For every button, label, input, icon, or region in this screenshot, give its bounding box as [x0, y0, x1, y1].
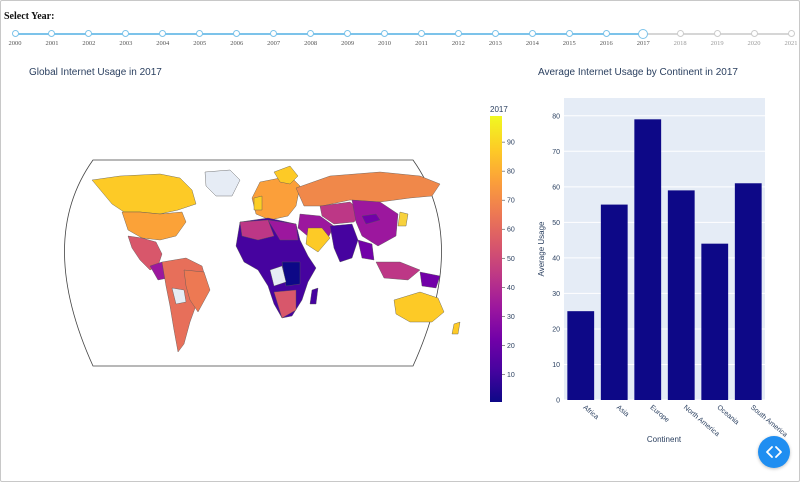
map-title: Global Internet Usage in 2017 [29, 67, 162, 78]
map-region-russia [295, 171, 441, 207]
slider-tick-2015[interactable] [565, 30, 573, 37]
slider-tick-2019[interactable] [713, 30, 721, 37]
bar-x-tick-label: Europe [648, 404, 670, 424]
slider-tick-2007[interactable] [270, 30, 278, 37]
slider-rail-active[interactable] [15, 33, 644, 35]
map-region-north-america [91, 169, 241, 281]
code-brackets-icon [766, 446, 782, 458]
slider-year-label[interactable]: 2008 [304, 40, 318, 47]
map-region-asia [297, 199, 441, 289]
bar-x-axis-title: Continent [647, 435, 682, 444]
bar-y-tick-label: 80 [552, 113, 560, 120]
bar-north-america[interactable] [667, 190, 695, 400]
slider-tick-2014[interactable] [528, 30, 536, 37]
slider-tick-2011[interactable] [417, 30, 425, 37]
slider-year-label[interactable]: 2011 [415, 40, 428, 47]
bar-y-tick-label: 30 [552, 291, 560, 298]
bar-y-tick-label: 10 [552, 362, 560, 369]
map-region-oceania [393, 291, 461, 335]
slider-year-label[interactable]: 2005 [193, 40, 207, 47]
slider-year-label[interactable]: 2003 [119, 40, 133, 47]
map-region-south-america [161, 257, 211, 353]
bar-plot-background [564, 98, 765, 400]
bar-x-tick-label: Asia [615, 404, 630, 418]
slider-year-label[interactable]: 2000 [8, 40, 22, 47]
slider-year-label[interactable]: 2012 [451, 40, 465, 47]
slider-year-label[interactable]: 2021 [784, 40, 798, 47]
slider-tick-2021[interactable] [787, 30, 795, 37]
slider-tick-2000[interactable] [11, 30, 19, 37]
slider-year-label[interactable]: 2018 [673, 40, 687, 47]
slider-tick-2002[interactable] [85, 30, 93, 37]
slider-tick-2013[interactable] [491, 30, 499, 37]
bar-africa[interactable] [567, 311, 595, 400]
slider-year-label[interactable]: 2015 [562, 40, 576, 47]
slider-year-label[interactable]: 2006 [230, 40, 244, 47]
slider-year-label[interactable]: 2001 [45, 40, 59, 47]
bar-y-tick-label: 20 [552, 326, 560, 333]
map-region-europe [251, 165, 301, 221]
slider-tick-2020[interactable] [750, 30, 758, 37]
bar-y-tick-label: 40 [552, 255, 560, 262]
map-region-africa [235, 217, 319, 319]
slider-year-label[interactable]: 2010 [378, 40, 392, 47]
bar-south-america[interactable] [734, 183, 762, 400]
bar-y-axis-title: Average Usage [537, 221, 546, 277]
bar-y-tick-label: 70 [552, 149, 560, 156]
slider-year-label[interactable]: 2007 [267, 40, 281, 47]
bar-x-tick-label: Oceania [715, 404, 740, 426]
slider-year-label[interactable]: 2014 [525, 40, 539, 47]
slider-tick-2012[interactable] [454, 30, 462, 37]
bar-x-tick-label: North America [682, 404, 721, 438]
slider-year-label[interactable]: 2004 [156, 40, 170, 47]
bar-y-tick-label: 50 [552, 220, 560, 227]
slider-handle[interactable] [638, 29, 649, 39]
slider-year-label[interactable]: 2017 [636, 40, 650, 47]
slider-tick-2010[interactable] [381, 30, 389, 37]
slider-tick-2003[interactable] [122, 30, 130, 37]
slider-year-label[interactable]: 2009 [341, 40, 355, 47]
slider-tick-2001[interactable] [48, 30, 56, 37]
bar-oceania[interactable] [701, 243, 729, 400]
slider-tick-2004[interactable] [159, 30, 167, 37]
bar-y-tick-label: 0 [556, 398, 560, 405]
slider-tick-2008[interactable] [307, 30, 315, 37]
slider-tick-2018[interactable] [676, 30, 684, 37]
slider-tick-2005[interactable] [196, 30, 204, 37]
year-slider[interactable]: 2000 2001 2002 2003 2004 2005 2006 2007 2008 2009… [0, 24, 800, 54]
bar-asia[interactable] [600, 204, 628, 400]
slider-year-label[interactable]: 2013 [488, 40, 502, 47]
bar-x-tick-label: Africa [581, 404, 599, 421]
slider-year-label[interactable]: 2019 [710, 40, 724, 47]
slider-tick-2006[interactable] [233, 30, 241, 37]
bar-europe[interactable] [634, 119, 662, 400]
bar-y-tick-label: 60 [552, 184, 560, 191]
code-toggle-button[interactable] [758, 436, 790, 468]
slider-tick-2016[interactable] [602, 30, 610, 37]
slider-tick-2009[interactable] [344, 30, 352, 37]
slider-year-label[interactable]: 2016 [599, 40, 613, 47]
bar-x-tick-label: South America [749, 404, 788, 439]
bar-chart-title: Average Internet Usage by Continent in 2… [538, 67, 738, 78]
slider-year-label[interactable]: 2020 [747, 40, 761, 47]
year-selector-label: Select Year: [4, 11, 55, 22]
slider-year-label[interactable]: 2002 [82, 40, 96, 47]
